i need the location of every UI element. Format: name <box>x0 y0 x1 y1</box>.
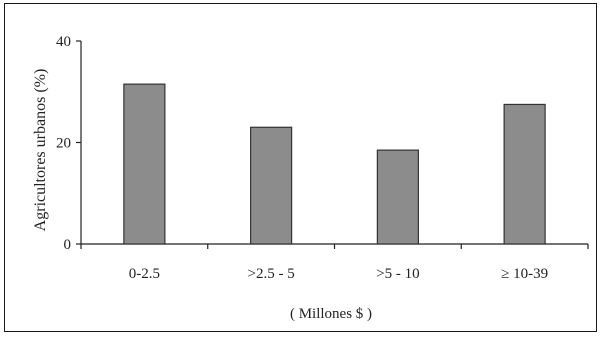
y-axis-label: Agricultores urbanos (%) <box>32 69 49 232</box>
bar <box>250 126 293 245</box>
x-tick-label: >2.5 - 5 <box>248 266 295 282</box>
x-tick-label: 0-2.5 <box>129 266 160 282</box>
x-axis-label: ( Millones $ ) <box>290 306 372 322</box>
y-tick-label: 0 <box>64 237 72 253</box>
tick-labels: 0 20 40 0-2.5 >2.5 - 5 >5 - 10 ≥ 10-39 <box>56 34 548 282</box>
bar <box>503 103 546 245</box>
y-tick-label: 20 <box>56 136 71 152</box>
x-tick-label: >5 - 10 <box>376 266 419 282</box>
bar <box>123 83 166 245</box>
y-tick-label: 40 <box>56 34 71 50</box>
bar <box>376 149 419 245</box>
bars <box>123 83 546 245</box>
bar-chart: 0 20 40 0-2.5 >2.5 - 5 >5 - 10 ≥ 10-39 Agricul… <box>32 34 589 322</box>
chart-frame: 0 20 40 0-2.5 >2.5 - 5 >5 - 10 ≥ 10-39 Agricul… <box>4 3 597 332</box>
axes <box>76 40 589 249</box>
x-tick-label: ≥ 10-39 <box>501 266 548 282</box>
